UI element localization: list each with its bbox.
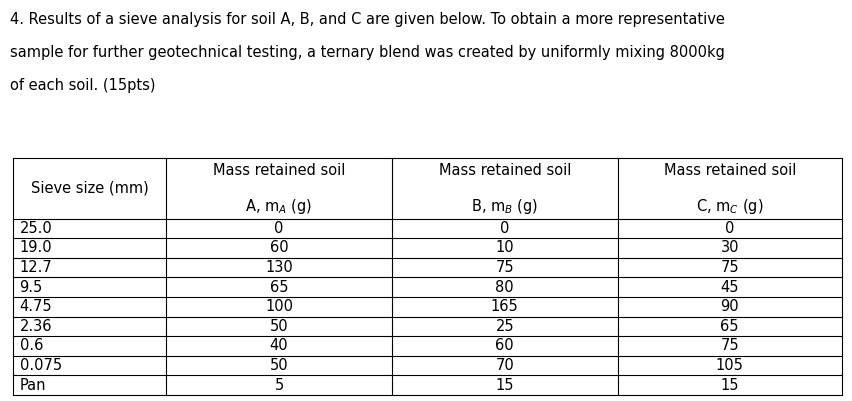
Text: 40: 40 xyxy=(270,338,288,353)
Text: 90: 90 xyxy=(721,299,739,314)
Text: Pan: Pan xyxy=(20,378,46,393)
Text: 65: 65 xyxy=(270,279,288,295)
Text: 75: 75 xyxy=(721,260,739,275)
Text: 130: 130 xyxy=(265,260,293,275)
Text: 30: 30 xyxy=(721,241,739,255)
Text: 70: 70 xyxy=(495,358,515,373)
Text: 4.75: 4.75 xyxy=(20,299,52,314)
Text: 10: 10 xyxy=(496,241,514,255)
Text: 80: 80 xyxy=(496,279,514,295)
Text: 50: 50 xyxy=(270,358,288,373)
Text: 75: 75 xyxy=(496,260,514,275)
Text: Mass retained soil: Mass retained soil xyxy=(213,163,345,178)
Text: 60: 60 xyxy=(496,338,514,353)
Text: 15: 15 xyxy=(721,378,739,393)
Text: 0: 0 xyxy=(274,221,284,236)
Text: 105: 105 xyxy=(716,358,744,373)
Text: sample for further geotechnical testing, a ternary blend was created by uniforml: sample for further geotechnical testing,… xyxy=(10,45,725,60)
Text: 0.6: 0.6 xyxy=(20,338,43,353)
Text: B, m$_{B}$ (g): B, m$_{B}$ (g) xyxy=(471,197,538,216)
Text: 4. Results of a sieve analysis for soil A, B, and C are given below. To obtain a: 4. Results of a sieve analysis for soil … xyxy=(10,12,725,27)
Text: 19.0: 19.0 xyxy=(20,241,52,255)
Text: 165: 165 xyxy=(491,299,519,314)
Text: 2.36: 2.36 xyxy=(20,319,52,334)
Text: 50: 50 xyxy=(270,319,288,334)
Text: 9.5: 9.5 xyxy=(20,279,43,295)
Text: A, m$_{A}$ (g): A, m$_{A}$ (g) xyxy=(245,197,313,216)
Text: Sieve size (mm): Sieve size (mm) xyxy=(31,181,148,196)
Text: 12.7: 12.7 xyxy=(20,260,52,275)
Text: of each soil. (15pts): of each soil. (15pts) xyxy=(10,78,156,93)
Text: 25: 25 xyxy=(496,319,514,334)
Text: C, m$_{C}$ (g): C, m$_{C}$ (g) xyxy=(696,197,763,216)
Text: 0.075: 0.075 xyxy=(20,358,61,373)
Text: 15: 15 xyxy=(496,378,514,393)
Text: Mass retained soil: Mass retained soil xyxy=(664,163,796,178)
Text: 100: 100 xyxy=(265,299,293,314)
Text: 5: 5 xyxy=(274,378,284,393)
Text: 75: 75 xyxy=(721,338,739,353)
Text: 25.0: 25.0 xyxy=(20,221,52,236)
Text: 60: 60 xyxy=(270,241,288,255)
Text: 0: 0 xyxy=(725,221,734,236)
Text: 45: 45 xyxy=(721,279,739,295)
Text: Mass retained soil: Mass retained soil xyxy=(439,163,571,178)
Text: 65: 65 xyxy=(721,319,739,334)
Text: 0: 0 xyxy=(500,221,509,236)
